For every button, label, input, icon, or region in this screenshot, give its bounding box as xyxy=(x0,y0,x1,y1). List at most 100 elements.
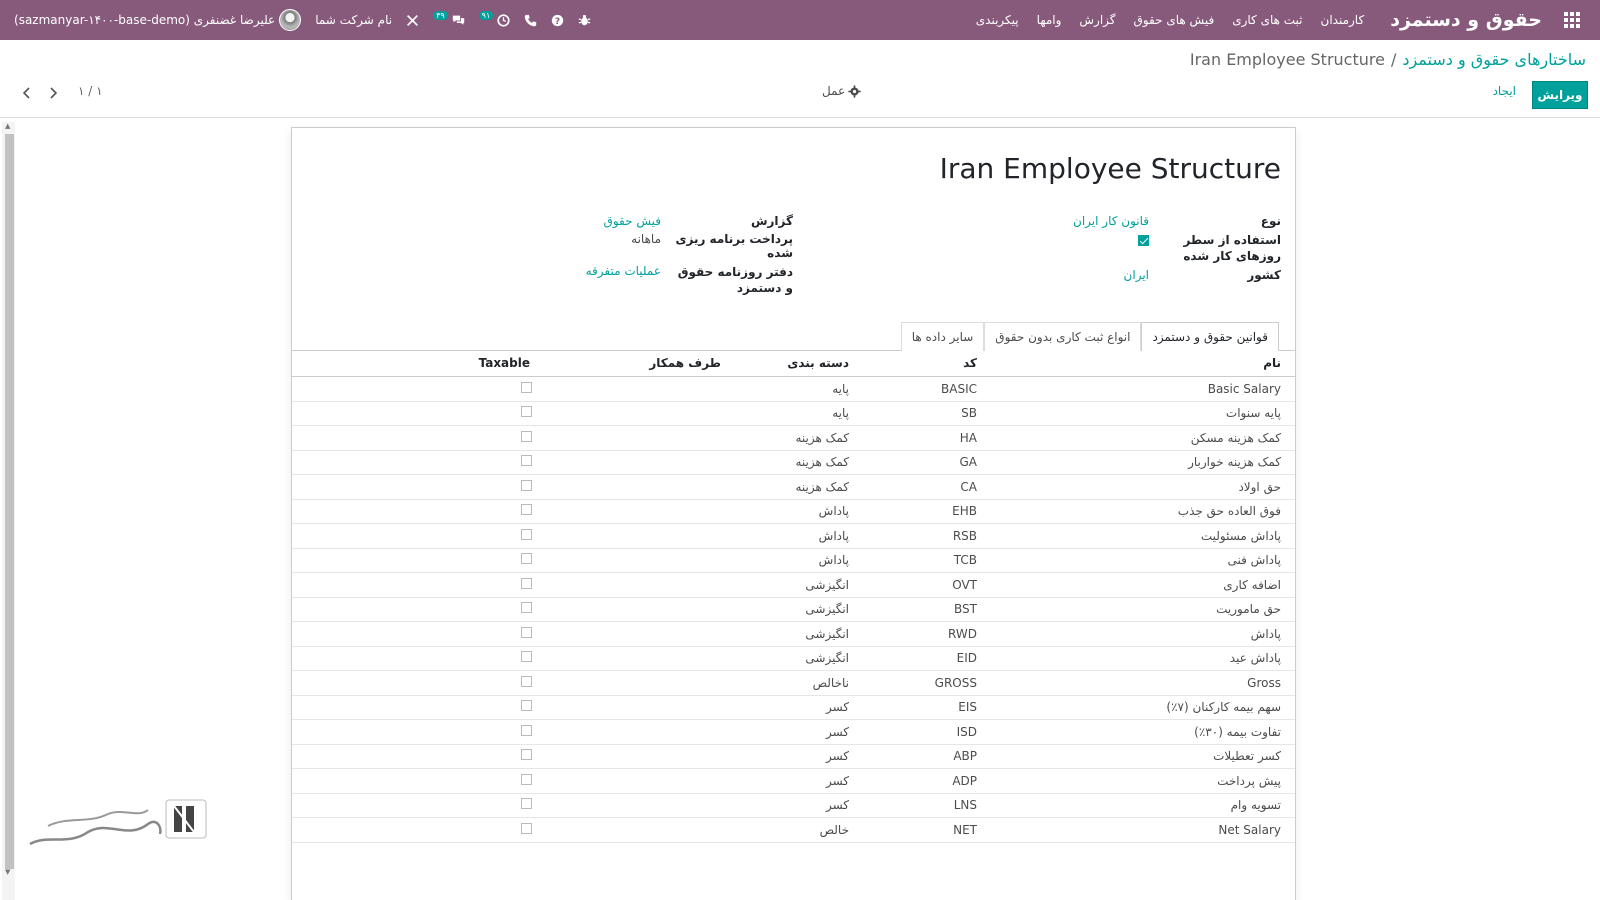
cell-taxable xyxy=(292,504,538,518)
column-header-taxable[interactable]: Taxable xyxy=(478,356,530,370)
field-label-journal: دفتر روزنامه حقوق و دستمزد xyxy=(677,265,793,295)
field-value-country[interactable]: ایران xyxy=(1123,268,1149,282)
table-row[interactable]: پاداش فنی TCB پاداش xyxy=(292,549,1295,573)
pager-next-button[interactable] xyxy=(46,86,60,100)
column-header-partner[interactable]: طرف همکار xyxy=(649,356,721,370)
taxable-checkbox[interactable] xyxy=(521,626,532,638)
table-row[interactable]: پاداش مسئولیت RSB پاداش xyxy=(292,524,1295,549)
debug-button[interactable] xyxy=(578,14,591,27)
cell-taxable xyxy=(292,479,538,494)
field-value-journal[interactable]: عملیات متفرقه xyxy=(585,264,661,278)
activities-button[interactable]: ۹۱ xyxy=(478,10,511,27)
taxable-checkbox[interactable] xyxy=(521,504,532,516)
breadcrumb-parent[interactable]: ساختارهای حقوق و دستمزد xyxy=(1402,50,1586,69)
chat-icon xyxy=(452,15,464,25)
table-row[interactable]: سهم بیمه کارکنان (۷٪) EIS کسر xyxy=(292,696,1295,720)
column-header-category[interactable]: دسته بندی xyxy=(787,356,849,370)
company-switcher[interactable]: نام شرکت شما xyxy=(315,13,393,27)
column-header-code[interactable]: کد xyxy=(963,356,977,370)
table-row[interactable]: Net Salary NET خالص xyxy=(292,818,1295,843)
cell-name: حق اولاد xyxy=(1238,479,1281,494)
taxable-checkbox[interactable] xyxy=(521,577,532,589)
tab-other-info[interactable]: سایر داده ها xyxy=(900,322,985,351)
menu-item-reporting[interactable]: گزارش xyxy=(1079,13,1116,27)
menu-item-configuration[interactable]: پیکربندی xyxy=(975,13,1019,27)
table-row[interactable]: حق اولاد CA کمک هزینه xyxy=(292,475,1295,500)
scroll-thumb[interactable] xyxy=(5,134,14,869)
pager-previous-button[interactable] xyxy=(20,86,34,100)
cell-name: Net Salary xyxy=(1218,822,1281,837)
menu-item-work-entries[interactable]: ثبت های کاری xyxy=(1232,13,1303,27)
taxable-checkbox[interactable] xyxy=(521,528,532,540)
taxable-checkbox[interactable] xyxy=(521,455,532,467)
cell-category: انگیزشی xyxy=(805,626,849,641)
menu-item-employees[interactable]: کارمندان xyxy=(1320,13,1365,27)
taxable-checkbox[interactable] xyxy=(521,675,532,687)
create-button[interactable]: ایجاد xyxy=(1492,84,1516,98)
gear-icon xyxy=(848,84,861,98)
cell-taxable xyxy=(292,749,538,763)
taxable-checkbox[interactable] xyxy=(521,773,532,785)
pager-value[interactable]: ۱ / ۱ xyxy=(78,84,103,98)
vertical-scrollbar[interactable]: ▲ ▼ xyxy=(2,122,15,900)
user-menu[interactable]: علیرضا غضنفری (sazmanyar-۱۴۰۰-base-demo) xyxy=(14,9,302,31)
help-button[interactable]: ? xyxy=(551,14,564,27)
pager-buttons xyxy=(20,86,60,100)
table-row[interactable]: تسویه وام LNS کسر xyxy=(292,794,1295,818)
phone-button[interactable] xyxy=(524,14,537,27)
taxable-checkbox[interactable] xyxy=(521,749,532,761)
use-worked-days-checkbox[interactable] xyxy=(1138,232,1149,264)
cell-taxable xyxy=(292,455,538,469)
table-row[interactable]: Basic Salary BASIC پایه xyxy=(292,377,1295,402)
table-row[interactable]: پاداش عید EID انگیزشی xyxy=(292,647,1295,671)
taxable-checkbox[interactable] xyxy=(521,406,532,418)
taxable-checkbox[interactable] xyxy=(521,798,532,810)
table-row[interactable]: پاداش RWD انگیزشی xyxy=(292,622,1295,647)
cell-taxable xyxy=(292,577,538,592)
table-row[interactable]: پیش پرداخت ADP کسر xyxy=(292,769,1295,794)
taxable-checkbox[interactable] xyxy=(521,700,532,712)
menu-item-payslips[interactable]: فیش های حقوق xyxy=(1133,13,1215,27)
field-value-schedule-pay[interactable]: ماهانه xyxy=(631,232,661,246)
taxable-checkbox[interactable] xyxy=(521,651,532,663)
menu-item-loans[interactable]: وامها xyxy=(1036,13,1062,27)
taxable-checkbox[interactable] xyxy=(521,381,532,393)
app-title[interactable]: حقوق و دستمزد xyxy=(1390,9,1542,31)
table-row[interactable]: کمک هزینه خواربار GA کمک هزینه xyxy=(292,451,1295,475)
field-schedule-pay: پرداخت برنامه ریزی شده ماهانه xyxy=(463,232,793,260)
taxable-checkbox[interactable] xyxy=(521,479,532,491)
table-row[interactable]: تفاوت بیمه (۳۰٪) ISD کسر xyxy=(292,720,1295,745)
cell-category: ناخالص xyxy=(812,675,849,690)
table-row[interactable]: کسر تعطیلات ABP کسر xyxy=(292,745,1295,769)
scroll-down-arrow-icon[interactable]: ▼ xyxy=(5,868,11,876)
table-row[interactable]: اضافه کاری OVT انگیزشی xyxy=(292,573,1295,598)
taxable-checkbox[interactable] xyxy=(521,724,532,736)
cell-taxable xyxy=(292,381,538,396)
tools-button[interactable] xyxy=(406,14,419,27)
cell-name: کمک هزینه خواربار xyxy=(1188,455,1281,470)
field-value-type[interactable]: قانون کار ایران xyxy=(1073,214,1149,228)
taxable-checkbox[interactable] xyxy=(521,822,532,834)
tab-salary-rules[interactable]: قوانین حقوق و دستمزد xyxy=(1141,322,1279,351)
apps-menu-icon[interactable] xyxy=(1552,0,1592,40)
table-row[interactable]: Gross GROSS ناخالص xyxy=(292,671,1295,696)
table-row[interactable]: فوق العاده حق جذب EHB پاداش xyxy=(292,500,1295,524)
table-row[interactable]: پایه سنوات SB پایه xyxy=(292,402,1295,426)
table-row[interactable]: حق ماموریت BST انگیزشی xyxy=(292,598,1295,622)
taxable-checkbox[interactable] xyxy=(521,553,532,565)
field-report: گزارش فیش حقوق xyxy=(463,214,793,228)
taxable-checkbox[interactable] xyxy=(521,430,532,442)
messages-button[interactable]: ۴۹ xyxy=(433,10,465,27)
scroll-up-arrow-icon[interactable]: ▲ xyxy=(5,122,11,130)
column-header-name[interactable]: نام xyxy=(1263,356,1281,370)
field-value-report[interactable]: فیش حقوق xyxy=(603,214,661,228)
table-row[interactable]: کمک هزینه مسکن HA کمک هزینه xyxy=(292,426,1295,451)
field-label-report: گزارش xyxy=(750,214,793,228)
cell-taxable xyxy=(292,602,538,616)
taxable-checkbox[interactable] xyxy=(521,602,532,614)
tab-unpaid-work-entry-types[interactable]: انواع ثبت کاری بدون حقوق xyxy=(984,322,1142,351)
edit-button[interactable]: ویرایش xyxy=(1532,81,1588,109)
cell-name: کمک هزینه مسکن xyxy=(1190,430,1281,445)
cell-name: پاداش فنی xyxy=(1227,553,1282,568)
action-menu-button[interactable]: عمل xyxy=(822,84,861,98)
